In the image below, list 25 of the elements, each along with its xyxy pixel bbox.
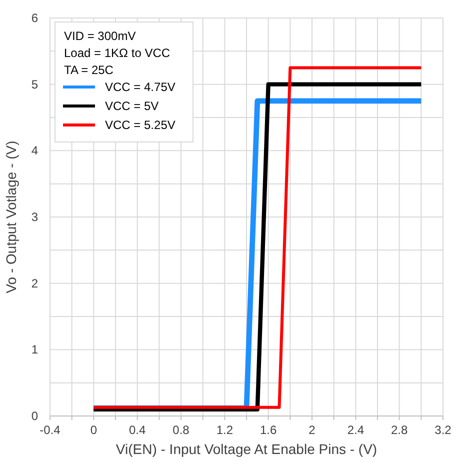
x-tick-label: 2.8 bbox=[390, 423, 408, 437]
legend-label: VCC = 5V bbox=[105, 99, 159, 113]
x-tick-label: 3.2 bbox=[434, 423, 452, 437]
annotation: Load = 1KΩ to VCC bbox=[64, 46, 170, 60]
y-tick-label: 5 bbox=[31, 77, 38, 92]
y-tick-label: 6 bbox=[31, 11, 38, 25]
x-tick-label: 0.4 bbox=[128, 423, 146, 437]
x-tick-label: 2 bbox=[308, 423, 316, 437]
annotation: TA = 25C bbox=[64, 63, 114, 77]
y-tick-label: 4 bbox=[31, 144, 38, 158]
x-tick-label: 1.2 bbox=[216, 423, 234, 437]
x-tick-label: 0 bbox=[90, 423, 98, 437]
y-tick-label: 2 bbox=[31, 276, 38, 290]
x-tick-label: 2.4 bbox=[347, 423, 364, 437]
x-tick-label: 1.6 bbox=[260, 423, 277, 437]
x-tick-label: 0.8 bbox=[172, 423, 190, 437]
annotation: VID = 300mV bbox=[64, 29, 136, 43]
y-tick-label: 0 bbox=[31, 409, 38, 423]
x-tick-label: -0.4 bbox=[40, 423, 61, 437]
x-axis-title: Vi(EN) - Input Voltage At Enable Pins - (V) bbox=[116, 441, 378, 457]
legend-label: VCC = 5.25V bbox=[105, 118, 176, 132]
y-axis-title: Vo - Output Votlage - (V) bbox=[3, 140, 19, 294]
y-tick-label: 1 bbox=[31, 342, 38, 357]
y-tick-label: 3 bbox=[31, 210, 38, 224]
legend-label: VCC = 4.75V bbox=[105, 80, 176, 94]
